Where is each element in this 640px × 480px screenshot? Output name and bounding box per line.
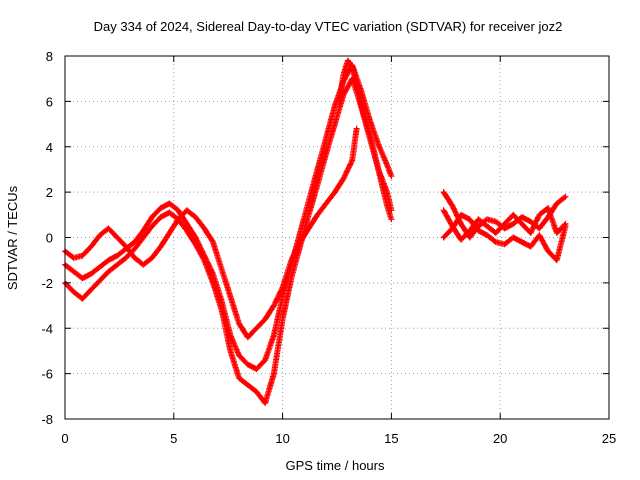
- series-markers: [440, 205, 569, 243]
- y-tick-label: -4: [41, 321, 53, 336]
- series-markers: [62, 62, 395, 373]
- y-tick-label: 8: [46, 49, 53, 64]
- series-markers: [62, 125, 360, 341]
- series-track-6: [440, 211, 569, 264]
- x-tick-label: 0: [61, 431, 68, 446]
- y-tick-label: 0: [46, 231, 53, 246]
- x-axis-label: GPS time / hours: [286, 458, 385, 473]
- x-tick-label: 10: [275, 431, 289, 446]
- series-track-2: [62, 75, 395, 407]
- x-tick-label: 5: [170, 431, 177, 446]
- y-tick-label: -8: [41, 412, 53, 427]
- y-tick-label: 6: [46, 94, 53, 109]
- series-track-7: [440, 205, 569, 243]
- series-track-1: [62, 62, 395, 373]
- series-markers: [62, 75, 395, 407]
- x-tick-label: 25: [602, 431, 616, 446]
- data-series: [62, 57, 569, 407]
- series-markers: [336, 57, 395, 223]
- series-track-3: [62, 125, 360, 341]
- series-markers: [440, 211, 569, 264]
- x-tick-label: 20: [493, 431, 507, 446]
- y-tick-label: 4: [46, 140, 53, 155]
- chart-title: Day 334 of 2024, Sidereal Day-to-day VTE…: [94, 19, 563, 34]
- x-tick-label: 15: [384, 431, 398, 446]
- axis-ticks: 0 5 10 15 20 25 -8 -6 -4 -2 0 2 4 6 8: [41, 49, 616, 446]
- y-tick-label: 2: [46, 185, 53, 200]
- y-tick-label: -6: [41, 367, 53, 382]
- y-tick-label: -2: [41, 276, 53, 291]
- series-track-4: [336, 57, 395, 223]
- y-axis-label: SDTVAR / TECUs: [5, 185, 20, 290]
